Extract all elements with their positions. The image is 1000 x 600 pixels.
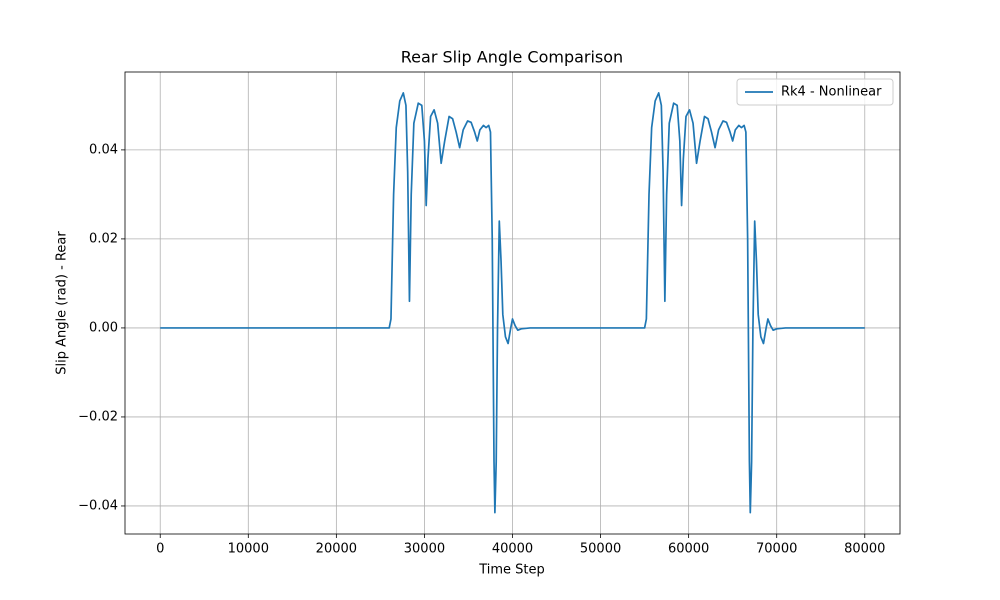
x-axis-label: Time Step bbox=[478, 563, 545, 578]
x-tick-label: 20000 bbox=[316, 542, 357, 557]
x-tick-label: 10000 bbox=[228, 542, 269, 557]
data-line bbox=[160, 92, 865, 514]
legend-label: Rk4 - Nonlinear bbox=[781, 85, 882, 100]
x-tick-label: 0 bbox=[156, 542, 164, 557]
chart-title: Rear Slip Angle Comparison bbox=[401, 48, 623, 67]
x-tick-label: 70000 bbox=[756, 542, 797, 557]
x-tick-label: 40000 bbox=[492, 542, 533, 557]
y-axis-label: Slip Angle (rad) - Rear bbox=[55, 231, 70, 375]
x-tick-label: 60000 bbox=[668, 542, 709, 557]
y-tick-label: 0.02 bbox=[89, 231, 118, 246]
y-tick-label: 0.04 bbox=[89, 142, 118, 157]
y-tick-label: −0.02 bbox=[78, 409, 118, 424]
plot-frame bbox=[124, 71, 901, 535]
x-tick-label: 80000 bbox=[844, 542, 885, 557]
x-tick-label: 50000 bbox=[580, 542, 621, 557]
y-tick-label: 0.00 bbox=[89, 320, 118, 335]
legend-box bbox=[736, 78, 894, 106]
x-tick-label: 30000 bbox=[404, 542, 445, 557]
y-tick-label: −0.04 bbox=[78, 498, 118, 513]
